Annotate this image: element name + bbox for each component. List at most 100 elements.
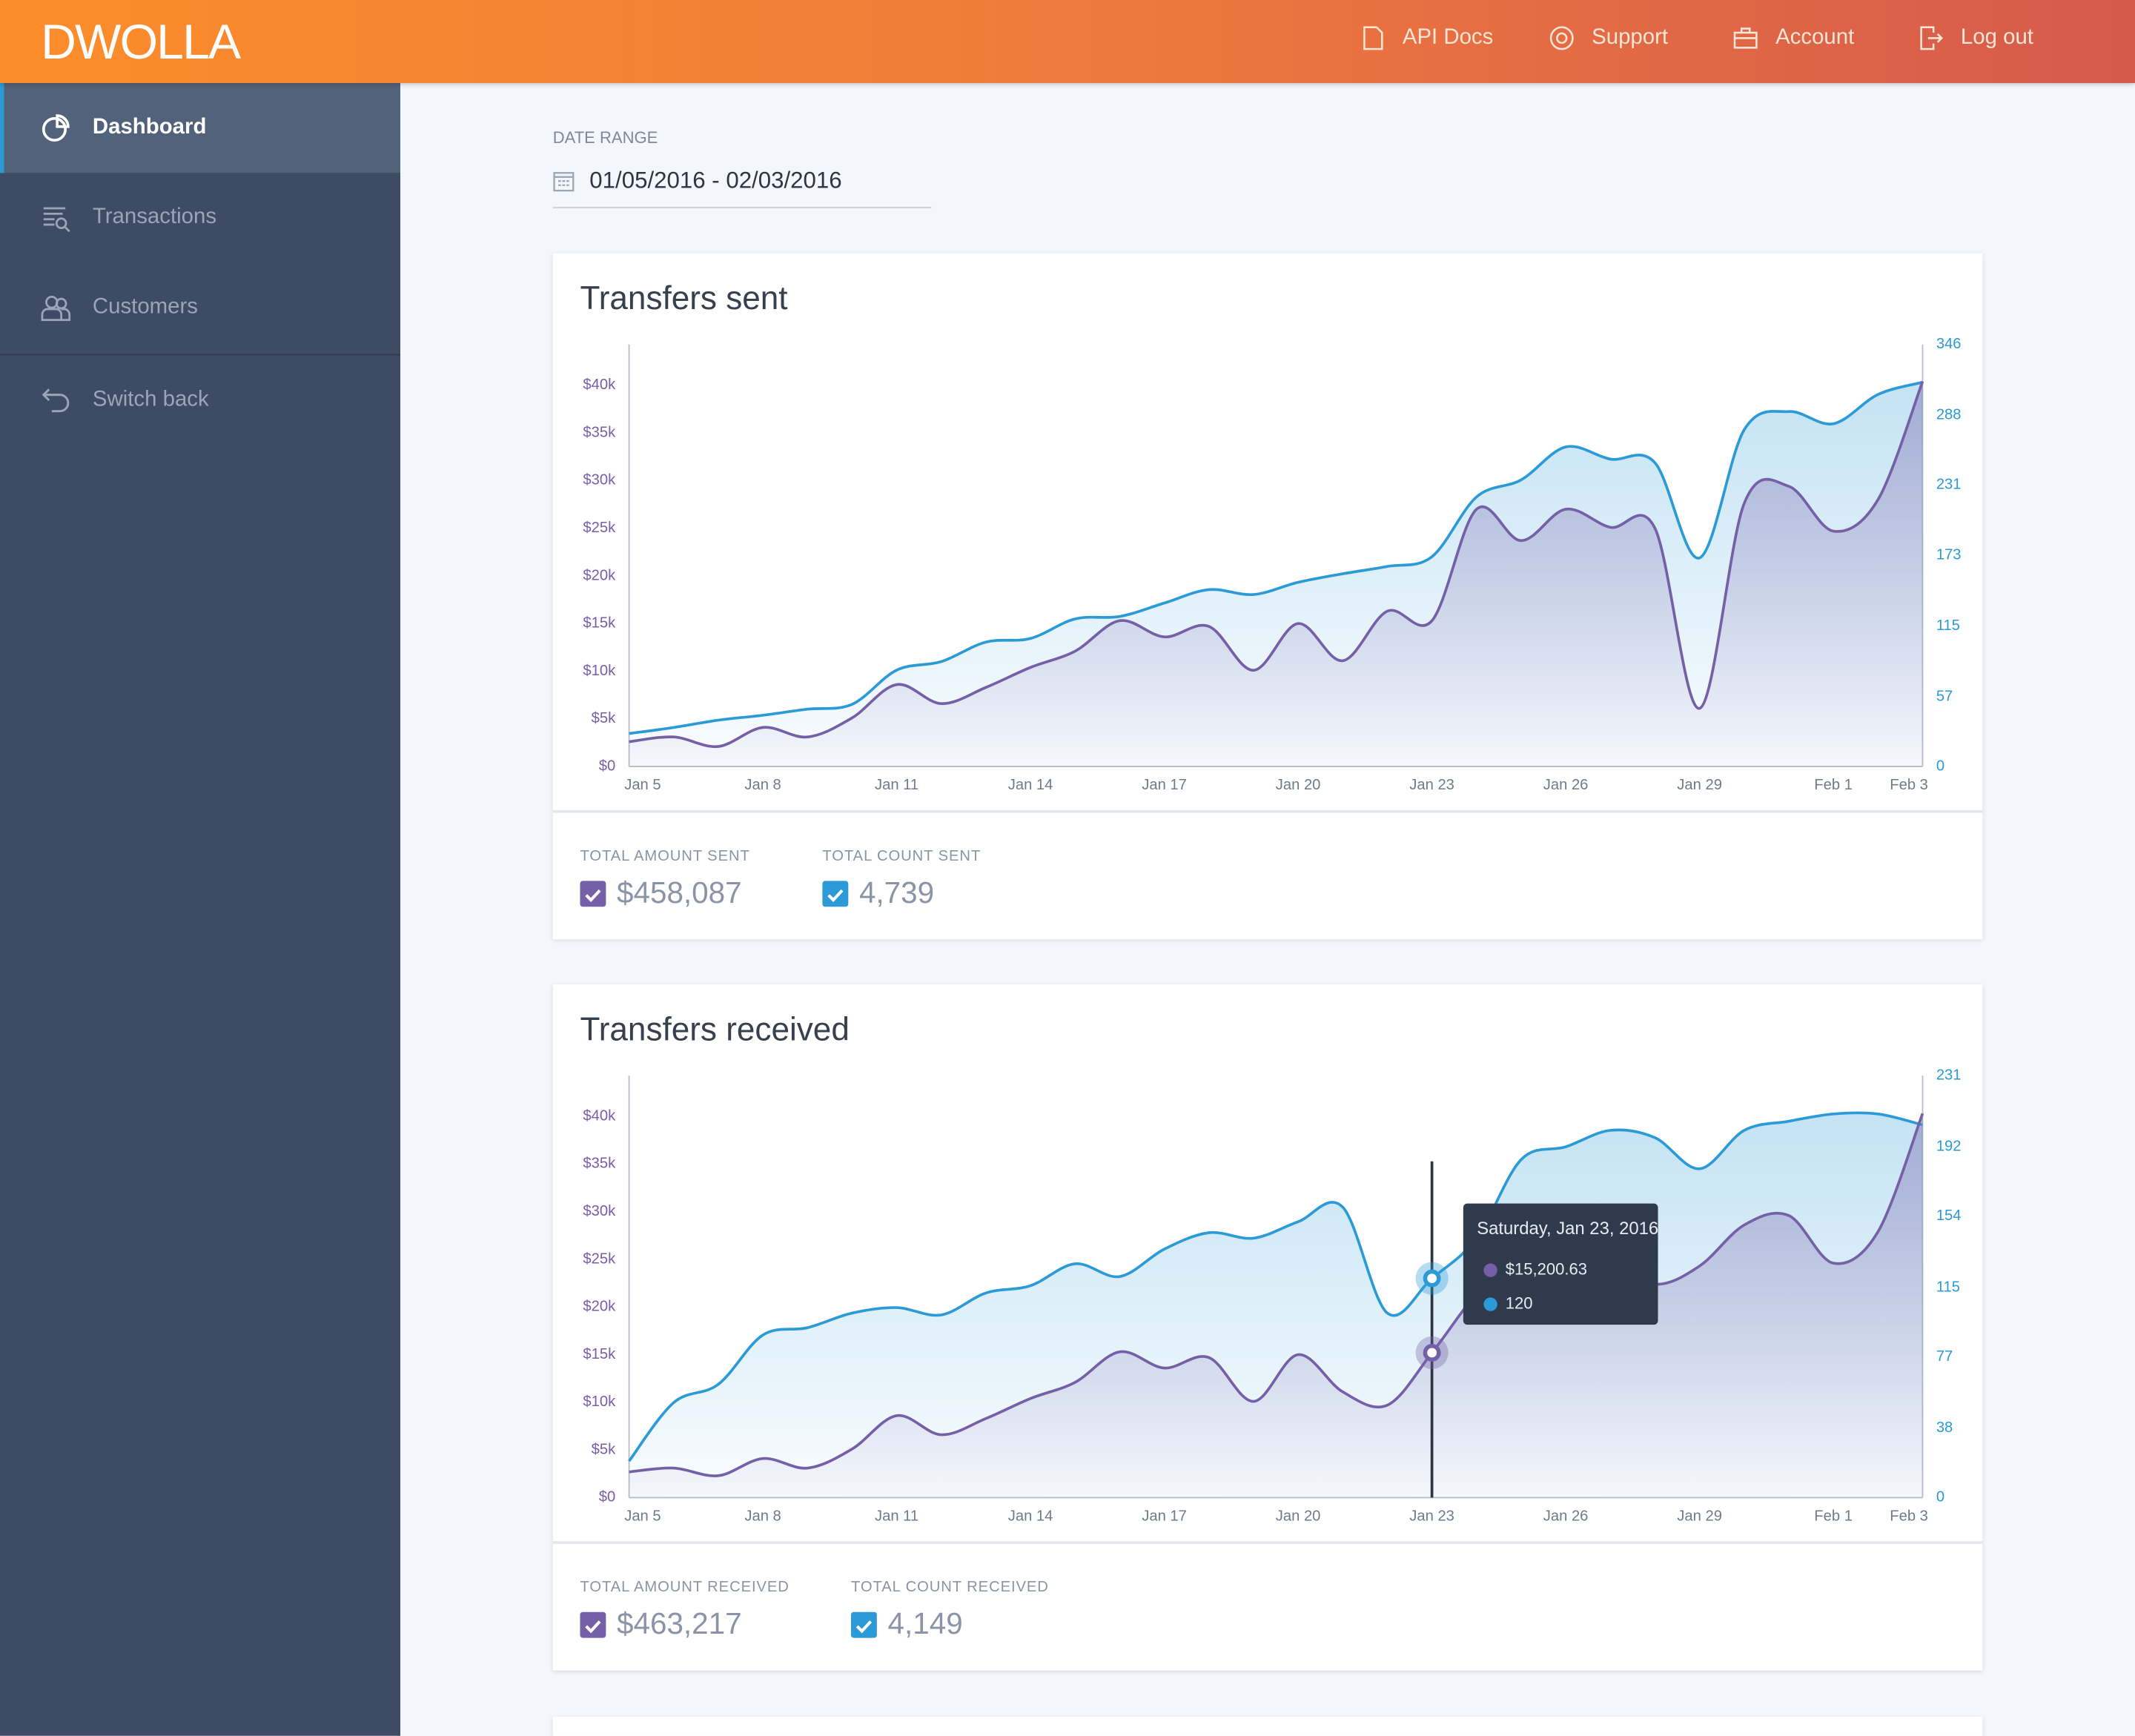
y-tick-label: $0 [599,758,615,774]
chart-title: Transfers sent [580,280,788,317]
header: DWOLLA API Docs Support Account Log out [0,0,2135,84]
series-toggle[interactable] [580,880,606,907]
x-tick-label: Feb 1 [1814,1508,1853,1524]
menu-item[interactable]: Switch back [0,355,400,445]
summary-value: 4,739 [822,875,981,911]
x-tick-label: Jan 8 [744,1508,781,1524]
nav-item[interactable]: API Docs [1359,24,1493,52]
y-tick-label: $20k [583,1299,616,1315]
icon [1363,26,1383,50]
chart-card: $0 $5k $10k $15k $20k $25k $30k $35k $40k 0 57 115 1… [552,253,1983,940]
x-tick-label: Feb 3 [1890,1508,1928,1524]
y2-tick-label: 57 [1936,689,1953,705]
y2-tick-label: 115 [1936,1279,1960,1295]
icon [42,114,70,142]
menu-label[interactable]: Customers [92,295,198,319]
series-toggle[interactable] [580,1611,606,1637]
summary-total: 4,739 [858,875,935,910]
nav-label[interactable]: Support [1592,25,1669,50]
x-tick-label: Jan 20 [1276,1508,1321,1524]
y-tick-label: $30k [583,1203,616,1219]
x-tick-label: Jan 17 [1142,1508,1187,1524]
line [629,381,1924,749]
menu-item[interactable]: Transactions [0,173,400,262]
x-tick-label: Jan 23 [1409,1508,1454,1524]
tooltip-dot [1483,1263,1497,1277]
summary-total: $458,087 [617,875,742,910]
summary-total: 4,149 [887,1606,963,1641]
summary-total: $463,217 [617,1606,742,1641]
nav-item[interactable]: Support [1548,24,1668,52]
separator [0,354,401,356]
y2-tick-label: 115 [1936,617,1960,634]
sidebar: Dashboard Transactions Customers Switch … [0,83,401,1736]
x-tick-label: Feb 1 [1814,777,1853,793]
x-tick-label: Jan 29 [1677,1508,1722,1524]
x-tick-label: Jan 14 [1008,777,1053,793]
y-tick-label: $5k [592,1441,616,1457]
x-tick-label: Jan 26 [1543,777,1589,793]
input-underline [552,207,932,209]
y2-tick-label: 0 [1936,758,1944,774]
y2-tick-label: 0 [1936,1489,1944,1505]
nav-label[interactable]: API Docs [1402,25,1494,50]
y2-tick-label: 38 [1936,1419,1953,1436]
line [629,1113,1924,1477]
y-tick-label: $30k [583,472,616,488]
x-tick-label: Jan 5 [624,777,661,793]
tooltip-value: 120 [1506,1293,1533,1312]
y-tick-label: $15k [583,615,616,632]
x-tick-label: Jan 29 [1677,777,1722,793]
tooltip [1463,1203,1658,1325]
y-tick-label: $5k [592,710,616,726]
x-tick-label: Feb 3 [1890,777,1928,793]
icon [1920,26,1944,50]
x-tick-label: Jan 26 [1543,1508,1589,1524]
x-tick-label: Jan 8 [744,777,781,793]
chart: $0 $5k $10k $15k $20k $25k $30k $35k $40k 0 57 115 1… [583,336,1962,793]
y-tick-label: $40k [583,1107,616,1124]
x-tick-label: Jan 11 [875,1508,918,1524]
nav-label[interactable]: Log out [1960,25,2033,50]
y2-tick-label: 231 [1936,476,1962,492]
nav-label[interactable]: Account [1775,25,1855,50]
summary: TOTAL AMOUNT SENT $458,087 [580,848,749,910]
tooltip-title: Saturday, Jan 23, 2016 [1477,1219,1658,1239]
x-tick-label: Jan 20 [1276,777,1321,793]
menu-label[interactable]: Dashboard [92,116,207,139]
x-tick-label: Jan 14 [1008,1508,1053,1524]
chart-title: Transfers received [580,1011,850,1049]
area [629,381,1923,767]
nav-item[interactable]: Account [1732,24,1854,52]
y2-tick-label: 173 [1936,547,1962,563]
series-toggle[interactable] [850,1611,877,1637]
series-toggle[interactable] [822,880,849,907]
y2-tick-label: 192 [1936,1138,1962,1154]
calendar-icon[interactable] [553,170,575,192]
y-tick-label: $10k [583,663,616,679]
menu-item[interactable]: Customers [0,262,400,352]
line [628,1111,1923,1462]
logo[interactable]: DWOLLA [41,13,241,70]
y2-tick-label: 77 [1936,1348,1953,1365]
menu-label[interactable]: Switch back [92,388,209,411]
divider [552,809,1983,813]
chart-card [552,1717,1983,1736]
summary: TOTAL COUNT RECEIVED 4,149 [850,1580,1049,1642]
menu-item[interactable]: Dashboard [0,83,401,173]
y2-tick-label: 346 [1936,336,1962,352]
icon [42,388,70,413]
checkmark [585,888,601,902]
y2-tick-label: 231 [1936,1067,1962,1083]
y2-tick-label: 288 [1936,406,1962,423]
date-range-input[interactable]: 01/05/2016 - 02/03/2016 [589,167,842,193]
line [629,380,1923,735]
summary-label: TOTAL AMOUNT RECEIVED [580,1579,790,1596]
x-tick-label: Jan 23 [1409,777,1454,793]
icon [41,296,71,322]
nav-item[interactable]: Log out [1917,24,2033,52]
y-tick-label: $25k [583,1250,616,1267]
summary-value: $458,087 [580,875,749,911]
menu-label[interactable]: Transactions [92,205,217,229]
